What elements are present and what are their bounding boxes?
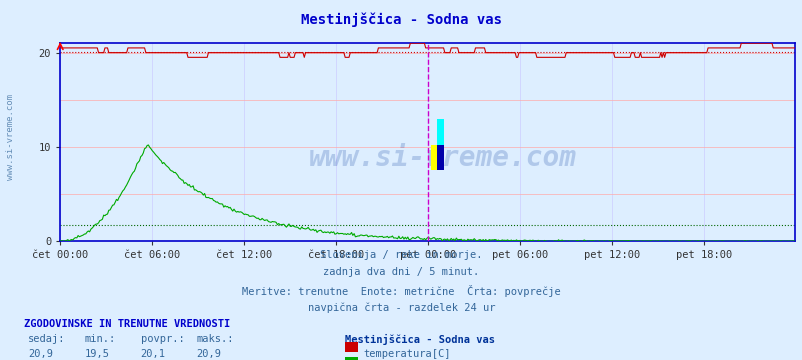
- Text: 20,1: 20,1: [140, 349, 165, 359]
- Text: zadnja dva dni / 5 minut.: zadnja dva dni / 5 minut.: [323, 267, 479, 278]
- Text: maks.:: maks.:: [196, 334, 234, 344]
- Bar: [430, 145, 436, 171]
- Bar: [436, 119, 443, 145]
- Text: 19,5: 19,5: [84, 349, 109, 359]
- Text: Slovenija / reke in morje.: Slovenija / reke in morje.: [320, 250, 482, 260]
- Text: 20,9: 20,9: [28, 349, 53, 359]
- Text: Mestinjščica - Sodna vas: Mestinjščica - Sodna vas: [301, 13, 501, 27]
- Text: povpr.:: povpr.:: [140, 334, 184, 344]
- Text: Mestinjščica - Sodna vas: Mestinjščica - Sodna vas: [345, 334, 495, 345]
- Text: navpična črta - razdelek 24 ur: navpična črta - razdelek 24 ur: [307, 302, 495, 312]
- Text: min.:: min.:: [84, 334, 115, 344]
- Text: 20,9: 20,9: [196, 349, 221, 359]
- Text: ZGODOVINSKE IN TRENUTNE VREDNOSTI: ZGODOVINSKE IN TRENUTNE VREDNOSTI: [24, 319, 230, 329]
- Text: Meritve: trenutne  Enote: metrične  Črta: povprečje: Meritve: trenutne Enote: metrične Črta: …: [242, 285, 560, 297]
- Text: www.si-vreme.com: www.si-vreme.com: [6, 94, 15, 180]
- Text: sedaj:: sedaj:: [28, 334, 66, 344]
- Text: www.si-vreme.com: www.si-vreme.com: [308, 144, 576, 172]
- Text: temperatura[C]: temperatura[C]: [363, 349, 450, 359]
- Bar: [436, 145, 443, 171]
